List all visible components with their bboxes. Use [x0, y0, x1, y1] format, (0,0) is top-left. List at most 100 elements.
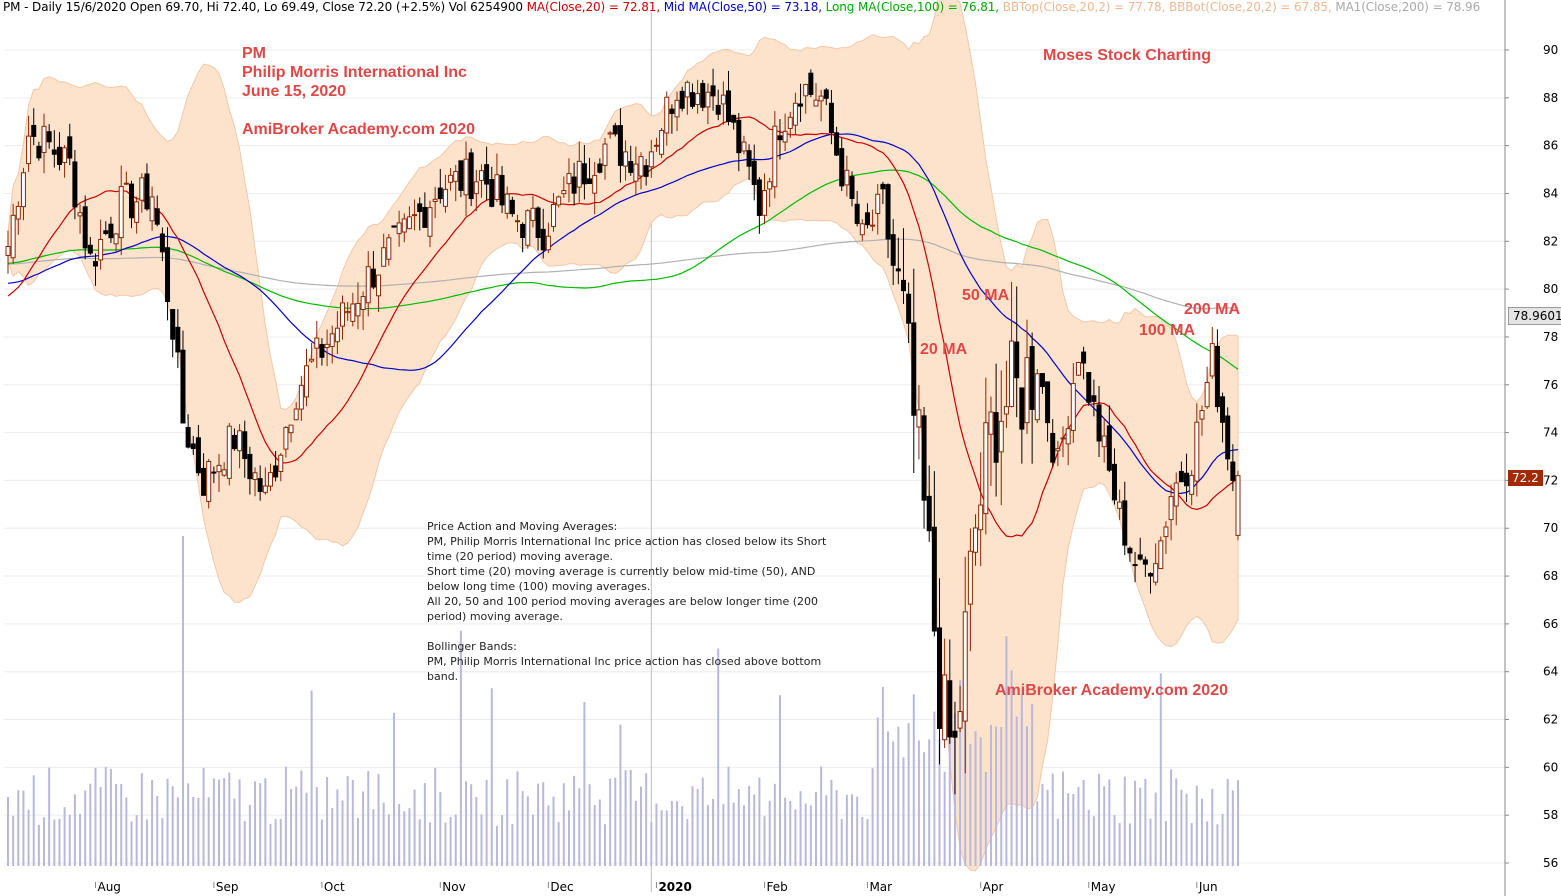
candle-body [144, 173, 150, 210]
candle-body [1117, 501, 1123, 509]
candle-body [978, 504, 984, 531]
candle-body [787, 116, 793, 129]
candle-body [129, 183, 135, 219]
candle-body [561, 190, 567, 195]
candle-body [653, 144, 659, 147]
candle-body [247, 453, 253, 480]
candle-body [319, 344, 325, 358]
header-indicator: Mid MA(Close,50) = 73.18, [663, 0, 826, 14]
candle-body [442, 188, 448, 207]
candle-body [381, 247, 387, 267]
candle-body [566, 173, 572, 185]
date-tick-label: Nov [442, 880, 465, 894]
candle-body [216, 464, 222, 473]
candle-body [118, 186, 124, 239]
candle-body [1199, 410, 1205, 420]
candle-body [849, 176, 855, 199]
candle-body [983, 422, 989, 515]
candle-body [875, 193, 881, 214]
candle-body [226, 425, 232, 479]
candle-body [340, 302, 346, 327]
candle-body [1178, 470, 1184, 483]
price-tick-label: 70 [1543, 521, 1558, 535]
candle-body [551, 203, 557, 227]
ma20-label: 20 MA [920, 341, 968, 358]
candle-body [417, 203, 423, 212]
candle-body [514, 220, 520, 223]
candle-body [530, 207, 536, 221]
candle-body [885, 184, 891, 240]
date-tick-label: Dec [550, 880, 573, 894]
header-indicator: BBBot(Close,20,2) = 67.85, [1169, 0, 1336, 14]
candle-body [401, 218, 407, 233]
price-axis: 56 58 60 62 64 66 68 70 72 74 76 78 80 82 84 86 88 90 [1504, 0, 1558, 896]
close-price-badge: 72.2 [1508, 470, 1543, 486]
candle-body [1055, 448, 1061, 452]
candle-body [967, 550, 973, 605]
candle-body [612, 125, 618, 135]
candle-body [587, 178, 593, 184]
candle-body [303, 365, 309, 398]
candle-body [494, 174, 500, 200]
candle-body [314, 337, 320, 349]
candle-body [484, 164, 490, 185]
note-line [427, 624, 827, 639]
candle-body [278, 454, 284, 472]
candle-body [427, 207, 433, 237]
candle-body [844, 169, 850, 186]
candle-body [26, 135, 32, 165]
candle-body [617, 125, 623, 166]
candle-body [952, 730, 958, 738]
candle-body [623, 151, 629, 167]
candle-body [772, 125, 778, 188]
candle-body [715, 104, 721, 115]
candle-body [1189, 474, 1195, 495]
candle-body [720, 94, 726, 105]
candle-body [813, 99, 819, 107]
candle-body [206, 460, 212, 502]
candle-body [1096, 404, 1102, 442]
candle-body [1209, 343, 1215, 377]
candle-body [134, 201, 140, 223]
price-tick-label: 66 [1543, 617, 1558, 631]
candle-body [309, 358, 315, 362]
moving-averages [7, 116, 1239, 538]
candle-body [46, 131, 52, 143]
price-tick-label: 78 [1543, 330, 1558, 344]
candle-body [895, 268, 901, 272]
candle-body [453, 171, 459, 182]
candle-body [41, 125, 47, 153]
price-tick-label: 68 [1543, 569, 1558, 583]
candle-body [1148, 573, 1154, 577]
price-tick-label: 60 [1543, 760, 1558, 774]
candle-body [283, 427, 289, 450]
candle-body [731, 114, 737, 123]
candle-body [257, 478, 263, 492]
candle-body [525, 210, 531, 246]
candle-body [931, 526, 937, 632]
candle-body [1173, 482, 1179, 507]
candle-body [1060, 437, 1066, 440]
ma200-price-badge: 78.9601 [1508, 307, 1561, 325]
candle-body [1184, 472, 1190, 487]
candle-body [1034, 373, 1040, 421]
price-tick-label: 74 [1543, 426, 1558, 440]
ticker-label: PM [242, 45, 266, 62]
price-tick-label: 64 [1543, 665, 1558, 679]
candle-body [947, 680, 953, 738]
price-tick-label: 90 [1543, 43, 1558, 57]
candle-body [576, 160, 582, 188]
candle-body [906, 293, 912, 324]
candle-body [1163, 526, 1169, 538]
candle-body [1029, 346, 1035, 410]
candle-body [31, 124, 37, 137]
candle-body [1122, 500, 1128, 546]
candle-body [669, 108, 675, 114]
candle-body [252, 472, 258, 480]
candle-body [648, 151, 654, 168]
candle-body [221, 469, 227, 476]
candle-body [422, 206, 428, 228]
candle-body [231, 434, 237, 450]
note-line: PM, Philip Morris International Inc pric… [427, 655, 822, 683]
